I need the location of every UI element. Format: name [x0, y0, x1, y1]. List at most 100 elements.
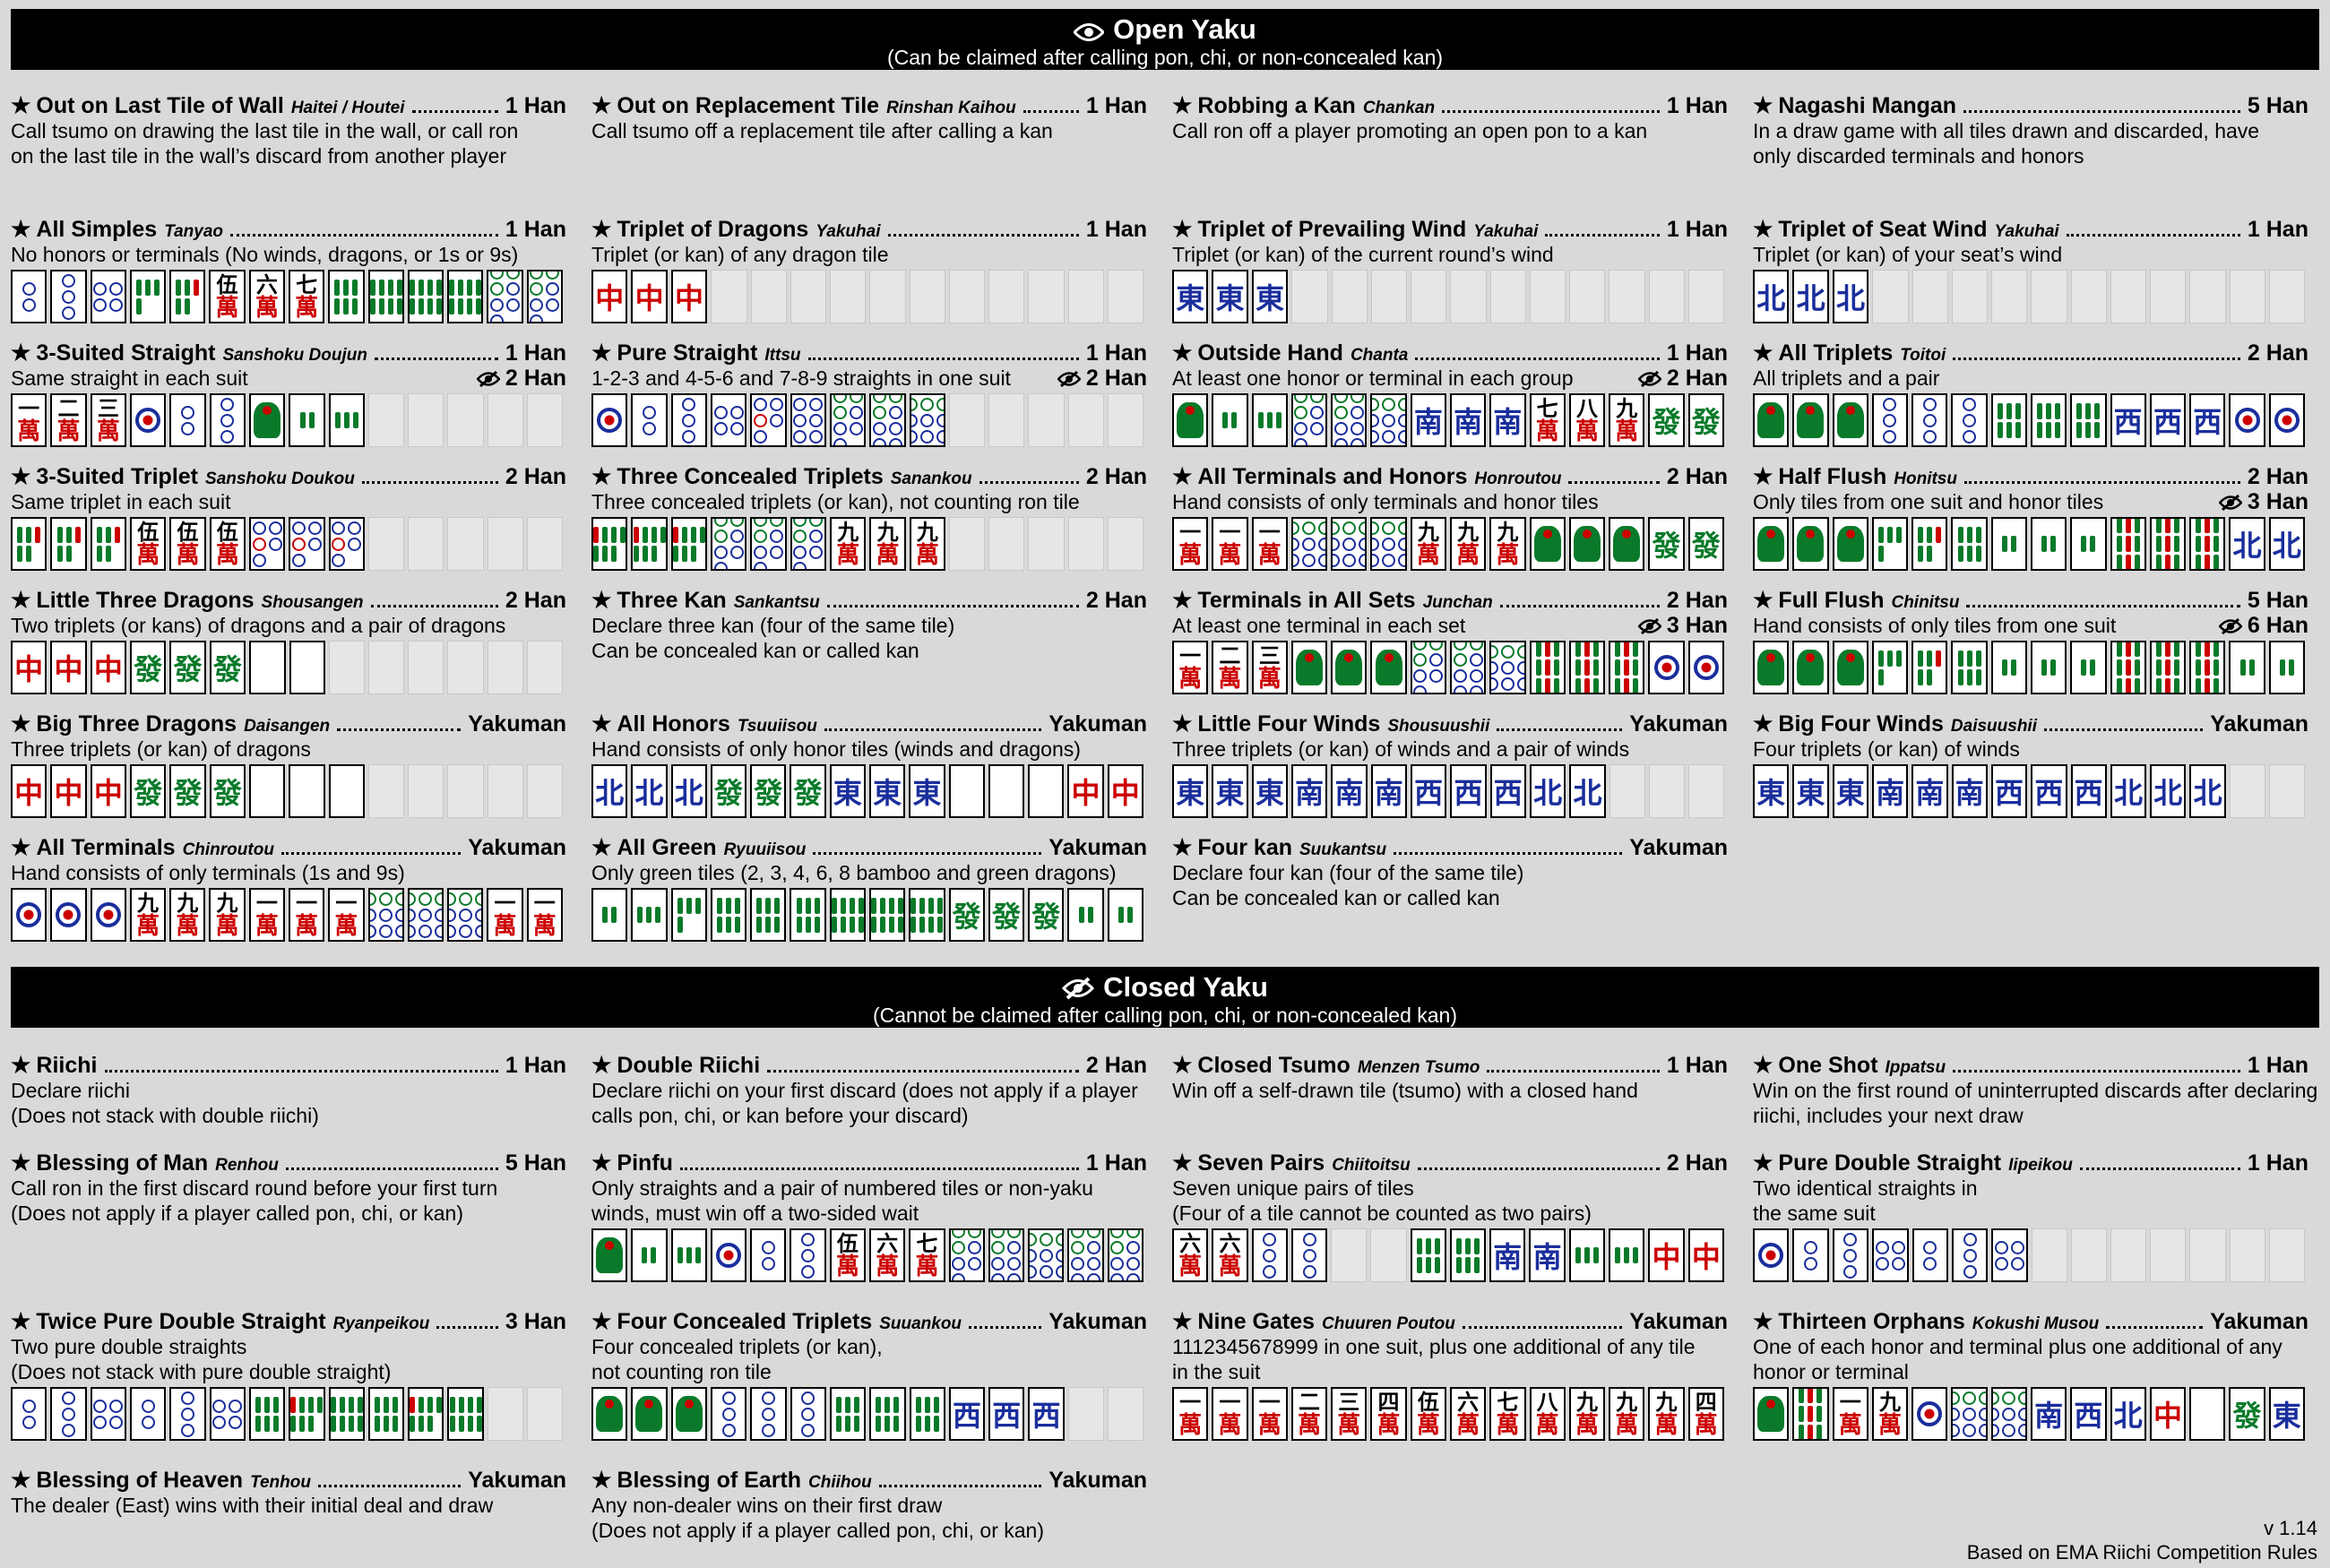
character-number: 九 — [136, 890, 159, 916]
star-icon: ★ — [591, 1309, 612, 1334]
han-value: 5 Han — [505, 1150, 566, 1176]
yaku-entry: ★ Pure Double Straight Iipeikou 1 Han Two id… — [1753, 1150, 2308, 1282]
character-glyph: 一萬 — [17, 397, 40, 444]
character-suit-mark: 萬 — [915, 542, 939, 569]
star-icon: ★ — [591, 835, 612, 860]
empty-tile-slot — [1411, 270, 1447, 323]
wind-tile: 北 — [631, 764, 668, 818]
circle-tile — [50, 270, 87, 323]
star-icon: ★ — [1172, 340, 1193, 366]
empty-tile-slot — [447, 393, 484, 447]
character-suit-mark: 萬 — [1838, 1412, 1862, 1439]
wind-glyph: 西 — [2153, 405, 2182, 439]
character-suit-mark: 萬 — [1178, 666, 1203, 693]
closed-han-value: 2 Han — [1057, 366, 1147, 391]
star-icon: ★ — [1172, 835, 1193, 860]
bamboo-tile — [1990, 393, 2027, 447]
yaku-description: Can be concealed kan or called kan — [591, 639, 919, 662]
character-suit-mark: 萬 — [1615, 418, 1639, 445]
circle-glyph — [1804, 1240, 1818, 1271]
character-number: 九 — [216, 890, 238, 916]
circle-glyph — [754, 519, 784, 569]
circle-tile — [1449, 641, 1487, 694]
empty-tile-slot — [869, 270, 906, 323]
dot-leader — [230, 234, 498, 237]
character-suit-mark: 萬 — [1416, 542, 1440, 569]
circle-tile — [1792, 1228, 1829, 1282]
green-dragon-glyph: 發 — [952, 900, 981, 934]
character-number: 六 — [255, 271, 278, 297]
circle-tile — [1911, 1387, 1948, 1441]
bamboo-tile — [248, 1387, 286, 1441]
green-dragon-glyph: 發 — [173, 776, 203, 810]
bamboo-tile — [1529, 641, 1566, 694]
empty-tile-slot — [1370, 270, 1408, 323]
circle-glyph — [93, 281, 124, 312]
empty-tile-slot — [487, 1387, 523, 1441]
yaku-name: Seven Pairs — [1197, 1150, 1325, 1176]
wind-glyph: 北 — [674, 776, 703, 810]
wind-tile: 東 — [1753, 764, 1790, 818]
wind-glyph: 東 — [1176, 776, 1205, 810]
character-glyph: 三萬 — [1258, 644, 1282, 692]
wind-glyph: 北 — [2232, 529, 2262, 563]
yaku-description: (Does not stack with pure double straigh… — [11, 1360, 392, 1383]
red-dragon-tile: 中 — [50, 641, 87, 694]
bamboo-tile — [1792, 1387, 1829, 1441]
han-value: 1 Han — [1085, 217, 1147, 242]
dot-leader — [1963, 110, 2240, 113]
bamboo-bird-glyph — [635, 1396, 663, 1432]
tile-hand: 伍萬六萬七萬 — [591, 1228, 1147, 1282]
wind-tile: 北 — [2268, 517, 2305, 571]
bamboo-tile — [1067, 888, 1104, 942]
dot-leader — [1966, 605, 2240, 607]
empty-tile-slot — [526, 517, 563, 571]
wind-glyph: 北 — [2153, 776, 2183, 810]
character-number: 六 — [876, 1230, 899, 1256]
yaku-entry: ★ Big Four Winds Daisuushii Yakuman Four tri… — [1753, 711, 2308, 818]
bamboo-tile — [447, 270, 484, 323]
star-icon: ★ — [11, 588, 31, 613]
bamboo-glyph — [2116, 642, 2140, 693]
yaku-name: Out on Last Tile of Wall — [36, 93, 284, 118]
character-number: 六 — [1179, 1230, 1202, 1256]
wind-tile: 東 — [829, 764, 866, 818]
empty-tile-slot — [1028, 270, 1065, 323]
star-icon: ★ — [1172, 1150, 1193, 1176]
character-glyph: 伍萬 — [836, 1232, 859, 1279]
wind-glyph: 北 — [2113, 776, 2143, 810]
character-tile: 三萬 — [90, 393, 127, 447]
bamboo-tile — [2070, 641, 2107, 694]
dot-leader — [374, 358, 498, 360]
yaku-description: The dealer (East) wins with their initia… — [11, 1494, 494, 1517]
yaku-entry: ★ Three Kan Sankantsu 2 Han Declare three ka… — [591, 588, 1147, 663]
dot-leader — [317, 1485, 462, 1487]
wind-tile: 南 — [1871, 764, 1909, 818]
wind-tile: 西 — [1450, 764, 1487, 818]
star-icon: ★ — [591, 588, 612, 613]
character-number: 一 — [296, 890, 318, 916]
empty-tile-slot — [2189, 270, 2226, 323]
circle-glyph — [910, 397, 945, 444]
character-tile: 一萬 — [288, 888, 325, 942]
character-number: 一 — [1258, 1389, 1281, 1415]
yaku-romaji: Ryuuiisou — [723, 840, 807, 859]
star-icon: ★ — [1753, 588, 1773, 613]
character-tile: 九萬 — [1410, 517, 1446, 571]
bamboo-glyph — [2041, 659, 2057, 676]
wind-tile: 東 — [868, 764, 906, 818]
circle-tile — [50, 1387, 87, 1441]
character-suit-mark: 萬 — [56, 418, 81, 445]
empty-tile-slot — [2110, 270, 2147, 323]
character-suit-mark: 萬 — [915, 1254, 939, 1280]
character-suit-mark: 萬 — [295, 913, 319, 940]
circle-tile — [750, 1228, 787, 1282]
red-dragon-glyph: 中 — [634, 281, 664, 315]
bamboo-tile — [2149, 641, 2187, 694]
yaku-description: Same triplet in each suit — [11, 490, 231, 513]
bamboo-tile — [2030, 393, 2067, 447]
closed-han-text: 6 Han — [2247, 613, 2308, 638]
circle-tile — [1290, 393, 1328, 447]
dot-leader — [1023, 110, 1079, 113]
bamboo-glyph — [176, 279, 200, 314]
